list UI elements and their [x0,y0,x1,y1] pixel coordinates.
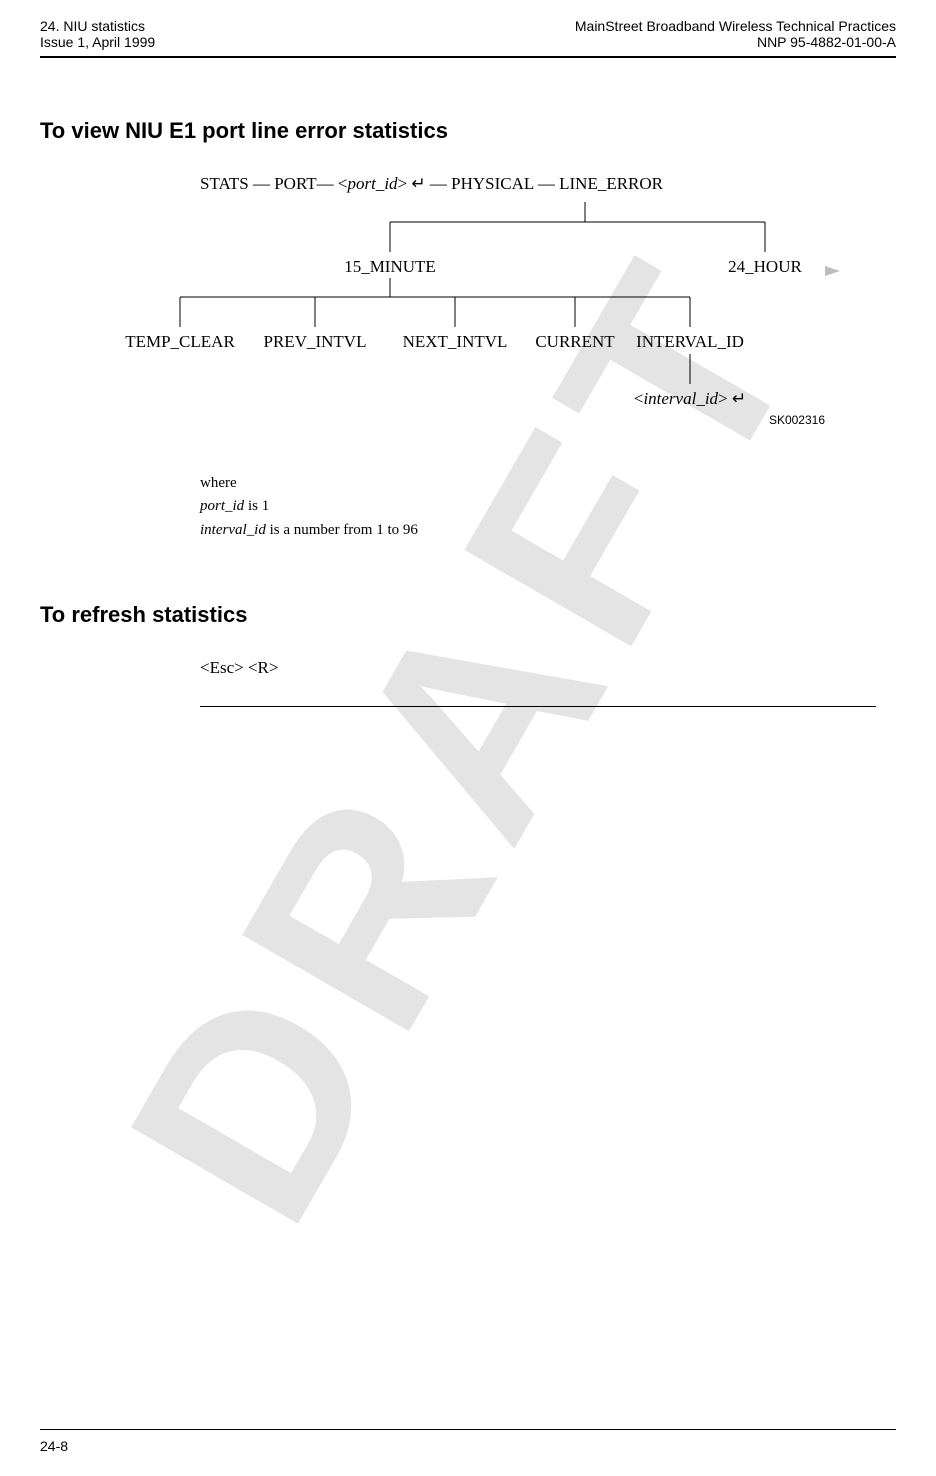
where-line2: interval_id is a number from 1 to 96 [200,519,896,542]
section2-title: To refresh statistics [40,602,896,628]
page-number: 24-8 [40,1438,68,1454]
section-end-rule [200,706,876,707]
cmd-prefix: STATS — PORT— < [200,174,347,193]
where-line2-id: interval_id [200,522,266,538]
refresh-command: <Esc> <R> [200,658,896,678]
where-line1-text: is 1 [244,498,269,514]
where-label: where [200,472,896,495]
where-line2-text: is a number from 1 to 96 [266,522,418,538]
node-current: CURRENT [535,332,615,351]
tree-diagram-svg: 15_MINUTE 24_HOUR TEMP_CLEAR PREV_INTVL … [65,202,885,452]
cmd-portid: port_id [347,174,397,193]
cmd-middle: > ↵ — PHYSICAL — LINE_ERROR [398,174,663,193]
header-left: 24. NIU statistics Issue 1, April 1999 [40,18,155,50]
header-left-line1: 24. NIU statistics [40,18,155,34]
header-right-line2: NNP 95-4882-01-00-A [575,34,896,50]
section1-title: To view NIU E1 port line error statistic… [40,118,896,144]
command-path-text: STATS — PORT— <port_id> ↵ — PHYSICAL — L… [200,174,885,194]
command-diagram: STATS — PORT— <port_id> ↵ — PHYSICAL — L… [65,174,885,452]
where-line1-id: port_id [200,498,244,514]
node-interval-id: INTERVAL_ID [636,332,744,351]
footer-rule [40,1429,896,1430]
node-next-intvl: NEXT_INTVL [403,332,508,351]
page-content: 24. NIU statistics Issue 1, April 1999 M… [0,0,936,707]
node-24hour: 24_HOUR [728,257,802,276]
node-prev-intvl: PREV_INTVL [264,332,367,351]
diagram-ref-id: SK002316 [769,413,825,427]
page-header: 24. NIU statistics Issue 1, April 1999 M… [40,0,896,58]
header-right-line1: MainStreet Broadband Wireless Technical … [575,18,896,34]
where-line1: port_id is 1 [200,495,896,518]
header-left-line2: Issue 1, April 1999 [40,34,155,50]
node-temp-clear: TEMP_CLEAR [125,332,235,351]
node-15minute: 15_MINUTE [344,257,436,276]
header-right: MainStreet Broadband Wireless Technical … [575,18,896,50]
where-block: where port_id is 1 interval_id is a numb… [200,472,896,542]
leaf-interval-id: <interval_id> ↵ [634,389,746,408]
